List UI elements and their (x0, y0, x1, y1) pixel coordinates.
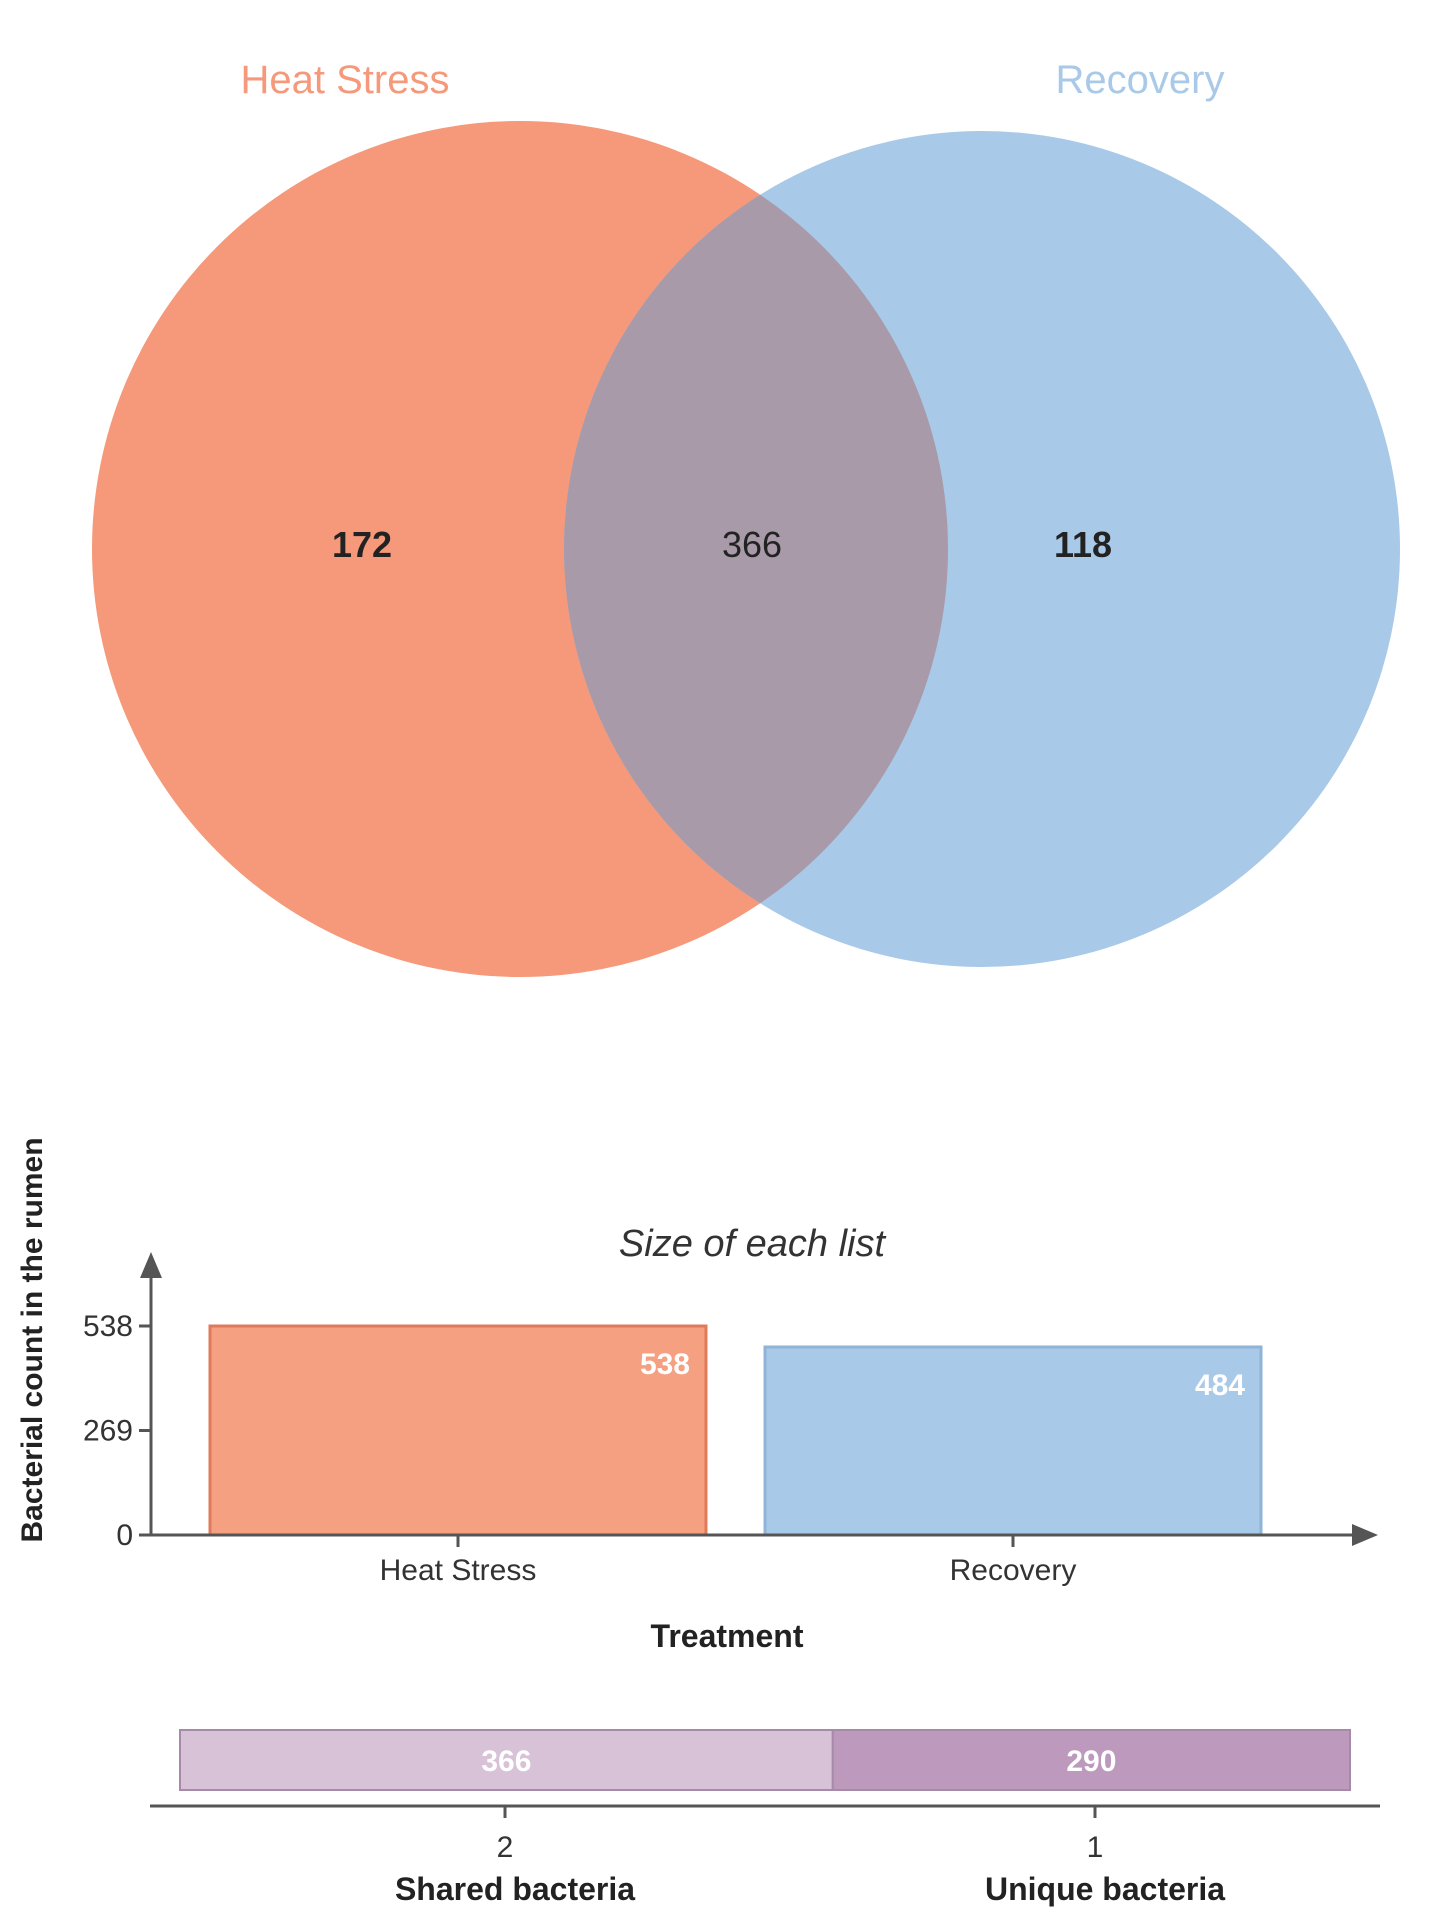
bar-heat-stress (208, 1324, 708, 1537)
degree-label-shared-bacteria: 2 (497, 1831, 514, 1864)
y-tick-label-0: 0 (116, 1519, 133, 1552)
y-tick-label-538: 538 (83, 1310, 133, 1343)
venn-region-heat-only: 172 (332, 524, 392, 565)
bar-value-label-recovery: 484 (1195, 1369, 1245, 1402)
y-axis-label: Bacterial count in the rumen (16, 1137, 49, 1542)
x-tick-label-heat-stress: Heat Stress (380, 1554, 537, 1587)
bar-chart: Bacterial count in the rumen Size of eac… (16, 1137, 1378, 1654)
stacked-bar-chart: 366 290 2 Shared bacteria 1 Unique bacteria (150, 1729, 1380, 1907)
venn-set-label-heat-stress: Heat Stress (241, 58, 450, 102)
segment-value-label-shared-bacteria: 366 (481, 1745, 531, 1778)
y-tick-label-269: 269 (83, 1415, 133, 1448)
degree-label-unique-bacteria: 1 (1087, 1831, 1104, 1864)
venn-region-recovery-only: 118 (1054, 524, 1112, 565)
x-axis-arrow (1352, 1524, 1378, 1546)
x-tick-label-recovery: Recovery (950, 1554, 1077, 1587)
segment-label-unique-bacteria: Unique bacteria (985, 1871, 1225, 1907)
chart-title: Size of each list (619, 1223, 887, 1265)
x-ticks: Heat Stress Recovery (380, 1535, 1077, 1587)
segment-value-label-unique-bacteria: 290 (1066, 1745, 1116, 1778)
bar-recovery (763, 1345, 1263, 1537)
stack-ticks: 2 Shared bacteria 1 Unique bacteria (395, 1806, 1225, 1907)
bars: 538 484 (208, 1324, 1263, 1537)
segment-label-shared-bacteria: Shared bacteria (395, 1871, 635, 1907)
stack-segments: 366 290 (179, 1729, 1351, 1791)
venn-region-shared: 366 (722, 524, 782, 565)
venn-set-label-recovery: Recovery (1056, 58, 1225, 102)
y-axis-arrow (140, 1252, 162, 1278)
venn-diagram: Heat Stress Recovery 172 366 118 (92, 58, 1400, 977)
x-axis-label: Treatment (651, 1618, 804, 1654)
segment-unique-bacteria (831, 1729, 1351, 1791)
venn-overlap (564, 131, 948, 967)
y-ticks: 0 269 538 (83, 1310, 151, 1552)
segment-shared-bacteria (179, 1729, 834, 1791)
bar-value-label-heat-stress: 538 (640, 1348, 690, 1381)
